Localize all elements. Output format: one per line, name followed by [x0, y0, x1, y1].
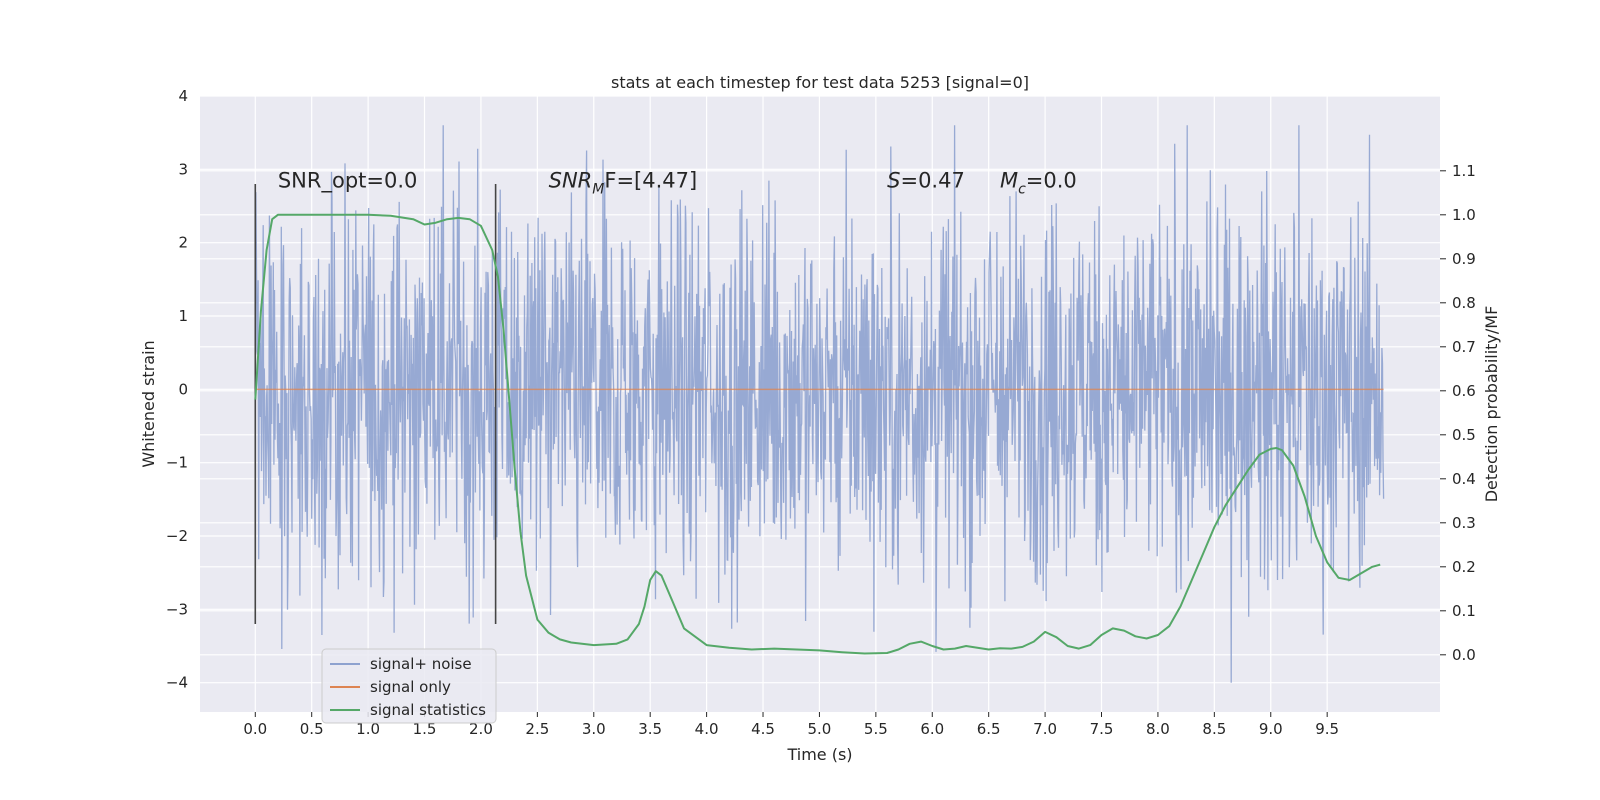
annotation-base: M — [1000, 169, 1018, 193]
annotation-subscript: c — [1018, 182, 1026, 198]
y2-tick-label: 0.4 — [1452, 470, 1476, 488]
x-tick-label: 6.0 — [920, 720, 944, 738]
y-tick-label: −1 — [166, 454, 188, 472]
x-tick-label: 8.0 — [1146, 720, 1170, 738]
annotation: S=0.47 — [887, 169, 965, 193]
y2-tick-label: 0.6 — [1452, 382, 1476, 400]
y2-axis-title: Detection probability/MF — [1482, 306, 1501, 503]
y2-tick-label: 0.1 — [1452, 602, 1476, 620]
x-tick-label: 2.5 — [525, 720, 549, 738]
annotation-base: SNR — [549, 169, 593, 193]
x-tick-label: 6.5 — [977, 720, 1001, 738]
annotation-base: S — [887, 169, 900, 193]
x-tick-label: 4.0 — [695, 720, 719, 738]
y-tick-label: 4 — [178, 87, 188, 105]
x-tick-label: 9.0 — [1259, 720, 1283, 738]
y-tick-label: 1 — [178, 307, 188, 325]
y2-tick-label: 1.0 — [1452, 206, 1476, 224]
x-tick-label: 3.5 — [638, 720, 662, 738]
noise-line — [254, 125, 1385, 683]
legend-box — [321, 648, 497, 724]
x-tick-label: 1.5 — [413, 720, 437, 738]
chart-title: stats at each timestep for test data 525… — [611, 73, 1029, 92]
legend-label: signal+ noise — [370, 655, 472, 673]
x-axis-title: Time (s) — [786, 745, 852, 764]
y2-tick-label: 0.3 — [1452, 514, 1476, 532]
x-tick-label: 1.0 — [356, 720, 380, 738]
annotations: SNR_opt=0.0 SNRMF=[4.47] S=0.47 Mc=0.0 — [278, 169, 1077, 198]
noise-series — [254, 125, 1385, 683]
y2-tick-label: 1.1 — [1452, 162, 1476, 180]
ticks: 0.0 0.5 1.0 1.5 2.0 2.5 3.0 3.5 4.0 4.5 5.0 5.5 6.0 6… — [166, 87, 1476, 738]
x-tick-label: 0.0 — [243, 720, 267, 738]
x-tick-label: 0.5 — [300, 720, 324, 738]
y-tick-label: 2 — [178, 234, 188, 252]
annotation-value: F=[4.47] — [604, 169, 697, 193]
y2-tick-label: 0.5 — [1452, 426, 1476, 444]
y2-tick-label: 0.9 — [1452, 250, 1476, 268]
legend: signal+ noise signal only signal statistic… — [321, 648, 497, 724]
grid — [200, 95, 1440, 712]
y2-tick-label: 0.7 — [1452, 338, 1476, 356]
x-tick-label: 7.5 — [1090, 720, 1114, 738]
x-tick-label: 5.5 — [864, 720, 888, 738]
foreground-series — [254, 184, 1384, 655]
y-tick-label: 3 — [178, 160, 188, 178]
signal-statistics-line — [254, 213, 1381, 655]
annotation: Mc=0.0 — [1000, 169, 1077, 198]
x-tick-label: 5.0 — [808, 720, 832, 738]
annotation: SNR_opt=0.0 — [278, 169, 418, 194]
annotation-value: =0.0 — [1026, 169, 1077, 193]
annotation-subscript: M — [592, 182, 604, 198]
legend-label: signal only — [370, 678, 451, 696]
annotation-value: =0.47 — [900, 169, 964, 193]
y2-tick-label: 0.0 — [1452, 646, 1476, 664]
y-tick-label: −2 — [166, 527, 188, 545]
x-tick-label: 9.5 — [1315, 720, 1339, 738]
y2-tick-label: 0.2 — [1452, 558, 1476, 576]
annotation: SNRMF=[4.47] — [549, 169, 698, 198]
legend-label: signal statistics — [370, 701, 486, 719]
x-tick-label: 7.0 — [1033, 720, 1057, 738]
x-tick-label: 2.0 — [469, 720, 493, 738]
y-tick-label: −3 — [166, 600, 188, 618]
y2-tick-label: 0.8 — [1452, 294, 1476, 312]
x-tick-label: 3.0 — [582, 720, 606, 738]
x-tick-label: 8.5 — [1202, 720, 1226, 738]
y-axis-title: Whitened strain — [139, 340, 158, 467]
y-tick-label: 0 — [178, 380, 188, 398]
x-tick-label: 4.5 — [751, 720, 775, 738]
y-tick-label: −4 — [166, 674, 188, 692]
